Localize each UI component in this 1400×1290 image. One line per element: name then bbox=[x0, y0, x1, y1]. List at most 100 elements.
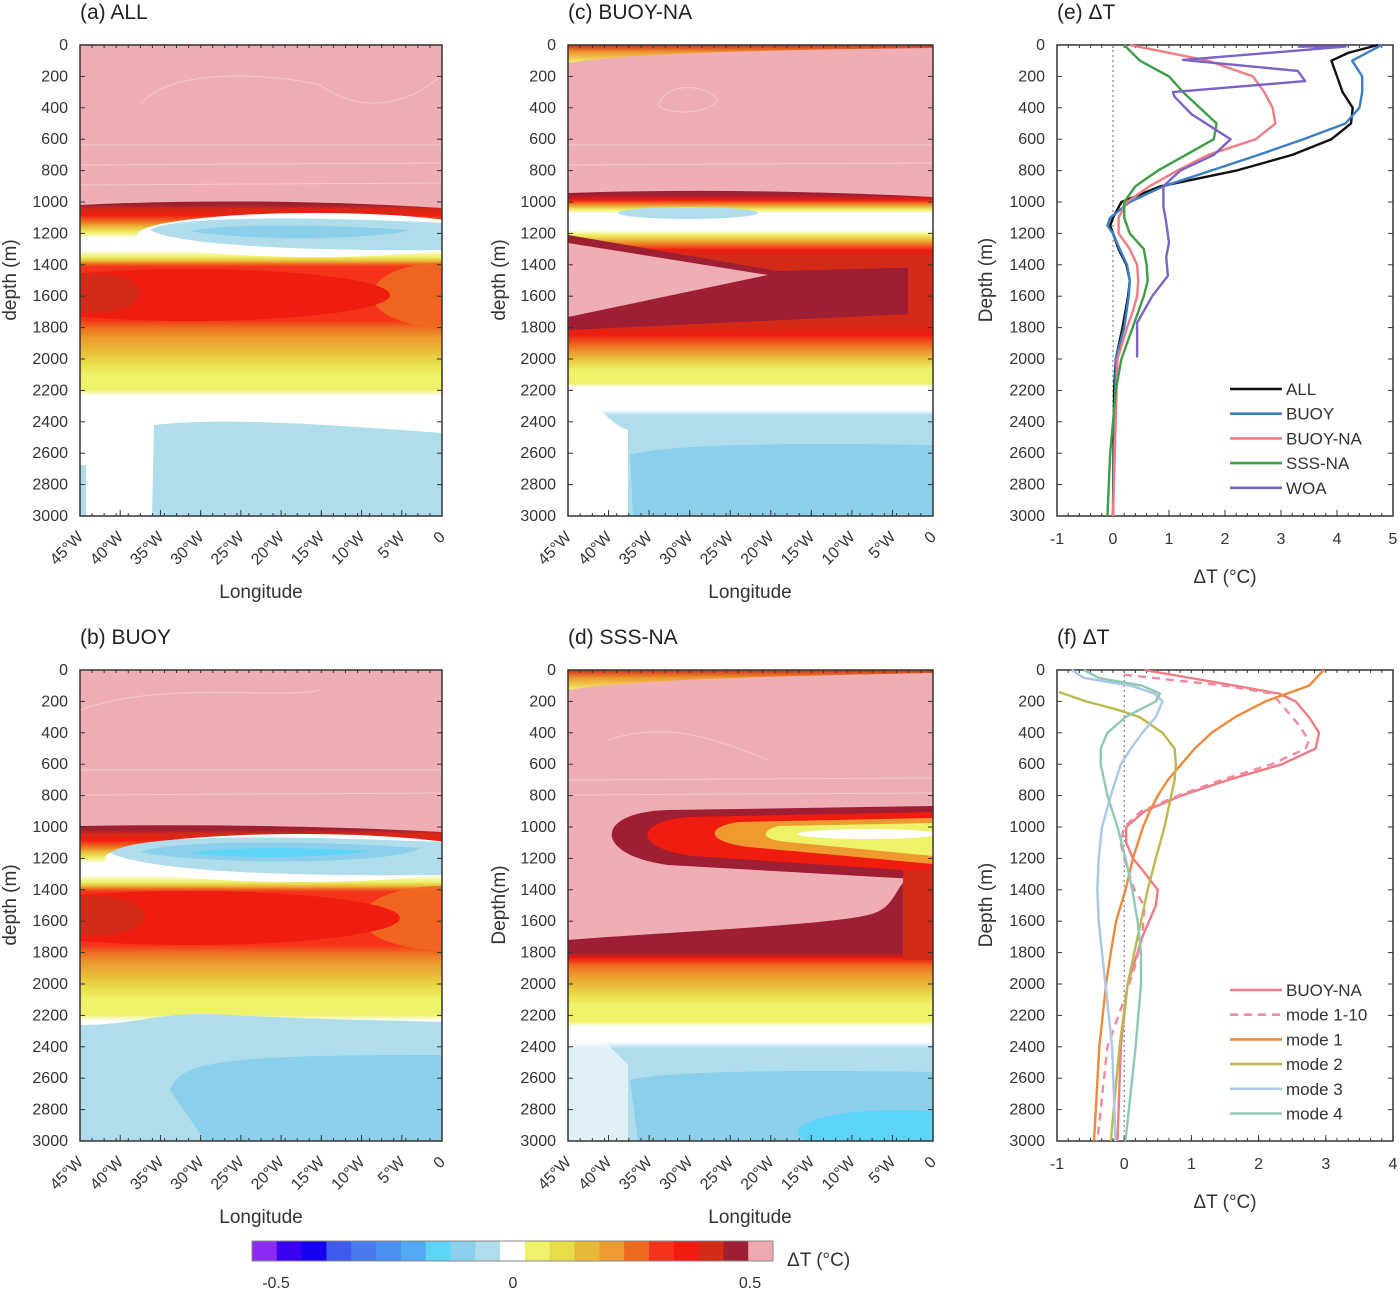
y-tick-label: 200 bbox=[1018, 68, 1045, 85]
y-tick-label: 1000 bbox=[1009, 819, 1045, 836]
band-darkred-core bbox=[80, 273, 140, 313]
x-tick-label: 30°W bbox=[168, 1153, 208, 1193]
band-darkred-core bbox=[80, 896, 145, 936]
x-tick-label: 3 bbox=[1277, 531, 1286, 548]
y-tick-label: 0 bbox=[59, 37, 68, 54]
band-blue-core bbox=[190, 848, 370, 857]
y-tick-label: 2200 bbox=[1009, 1007, 1045, 1024]
y-tick-label: 0 bbox=[1036, 37, 1045, 54]
legend-label: ALL bbox=[1286, 380, 1316, 399]
band-red-core bbox=[80, 269, 390, 321]
y-tick-label: 400 bbox=[529, 100, 556, 117]
panel-c bbox=[568, 45, 933, 516]
series-line-buoy-na bbox=[1111, 43, 1277, 517]
y-tick-label: 2000 bbox=[32, 351, 68, 368]
y-tick-label: 1600 bbox=[520, 288, 556, 305]
contour-field-a bbox=[80, 45, 442, 516]
panel-a-ylabel: depth (m) bbox=[0, 239, 21, 320]
y-tick-label: 1600 bbox=[520, 913, 556, 930]
colorbar-swatch bbox=[549, 1241, 576, 1261]
x-tick-label: 0 bbox=[922, 529, 940, 547]
x-tick-label: 45°W bbox=[47, 1153, 87, 1193]
y-tick-label: 800 bbox=[41, 788, 68, 805]
x-tick-label: -1 bbox=[1050, 1156, 1064, 1173]
panel-f-title: (f) ΔT bbox=[1057, 626, 1110, 649]
x-tick-label: 15°W bbox=[288, 1153, 328, 1193]
band-white-west bbox=[568, 1026, 628, 1141]
band-surface-wedge bbox=[568, 45, 933, 63]
colorbar-swatch bbox=[748, 1241, 774, 1261]
legend-label: BUOY-NA bbox=[1286, 981, 1363, 1000]
legend-label: mode 1 bbox=[1286, 1030, 1343, 1049]
colorbar-swatch bbox=[673, 1241, 700, 1261]
x-tick-label: 40°W bbox=[576, 528, 616, 568]
colorbar-swatch bbox=[376, 1241, 402, 1261]
y-tick-label: 600 bbox=[41, 131, 68, 148]
x-tick-label: 4 bbox=[1333, 531, 1342, 548]
y-tick-label: 2600 bbox=[520, 1070, 556, 1087]
x-tick-label: 20°W bbox=[248, 1153, 288, 1193]
contour-lines bbox=[80, 689, 442, 796]
x-tick-label: 40°W bbox=[87, 1153, 127, 1193]
y-tick-label: 200 bbox=[1018, 693, 1045, 710]
band-white-lens bbox=[798, 829, 933, 839]
panel-c-title: (c) BUOY-NA bbox=[568, 1, 692, 24]
x-tick-label: 5°W bbox=[866, 1153, 900, 1187]
x-tick-label: 45°W bbox=[47, 528, 87, 568]
x-tick-label: 5°W bbox=[866, 528, 900, 562]
x-tick-label: 1 bbox=[1187, 1156, 1196, 1173]
x-tick-label: 4 bbox=[1389, 1156, 1398, 1173]
colorbar-swatch bbox=[400, 1241, 427, 1261]
y-tick-label: 1600 bbox=[32, 913, 68, 930]
x-tick-label: 0 bbox=[1120, 1156, 1129, 1173]
x-tick-label: 0 bbox=[922, 1154, 940, 1172]
y-tick-label: 1200 bbox=[32, 225, 68, 242]
panel-b-title: (b) BUOY bbox=[80, 626, 171, 649]
panel-d-ylabel: Depth(m) bbox=[489, 865, 510, 944]
x-tick-label: 15°W bbox=[778, 1153, 818, 1193]
y-tick-label: 1800 bbox=[520, 320, 556, 337]
band-surface-wedge bbox=[568, 670, 933, 690]
panel-a-title: (a) ALL bbox=[80, 1, 148, 24]
band-deep-blue bbox=[170, 1055, 442, 1141]
y-tick-label: 1000 bbox=[32, 194, 68, 211]
band-darkred-east bbox=[903, 870, 933, 960]
y-tick-label: 1800 bbox=[32, 320, 68, 337]
series-line-mode-3 bbox=[1071, 668, 1164, 1142]
x-tick-label: 30°W bbox=[657, 528, 697, 568]
panel-c-ylabel: depth (m) bbox=[489, 239, 510, 320]
x-tick-label: 5°W bbox=[375, 528, 409, 562]
colorbar-swatch bbox=[500, 1241, 526, 1261]
panel-e-title: (e) ΔT bbox=[1057, 1, 1116, 24]
x-tick-label: 45°W bbox=[535, 1153, 575, 1193]
y-tick-label: 2200 bbox=[520, 1007, 556, 1024]
y-tick-label: 2400 bbox=[1009, 1039, 1045, 1056]
series-line-buoy bbox=[1106, 43, 1383, 517]
y-tick-label: 2800 bbox=[1009, 1102, 1045, 1119]
y-tick-label: 1000 bbox=[32, 819, 68, 836]
y-tick-label: 3000 bbox=[1009, 1133, 1045, 1150]
series-line-mode-1 bbox=[1092, 669, 1325, 1142]
y-tick-label: 600 bbox=[1018, 756, 1045, 773]
y-tick-label: 600 bbox=[529, 131, 556, 148]
y-tick-label: 2400 bbox=[1009, 414, 1045, 431]
colorbar: -0.5 0 0.5 bbox=[251, 1240, 774, 1290]
y-tick-label: 800 bbox=[529, 163, 556, 180]
band-white-west bbox=[568, 385, 628, 516]
y-tick-label: 2000 bbox=[520, 351, 556, 368]
y-tick-label: 0 bbox=[547, 662, 556, 679]
y-tick-label: 2800 bbox=[32, 1102, 68, 1119]
x-tick-label: 25°W bbox=[697, 1153, 737, 1193]
y-tick-label: 2800 bbox=[520, 1102, 556, 1119]
colorbar-swatch bbox=[624, 1241, 650, 1261]
panel-b bbox=[80, 670, 442, 1141]
legend-label: mode 1-10 bbox=[1286, 1006, 1367, 1025]
y-tick-label: 2800 bbox=[32, 477, 68, 494]
y-tick-label: 2400 bbox=[32, 414, 68, 431]
x-tick-label: 15°W bbox=[778, 528, 818, 568]
y-tick-label: 2600 bbox=[1009, 1070, 1045, 1087]
y-tick-label: 1400 bbox=[1009, 882, 1045, 899]
contour-field-d bbox=[568, 670, 933, 1141]
x-tick-label: 5 bbox=[1389, 531, 1398, 548]
legend-label: mode 2 bbox=[1286, 1055, 1343, 1074]
